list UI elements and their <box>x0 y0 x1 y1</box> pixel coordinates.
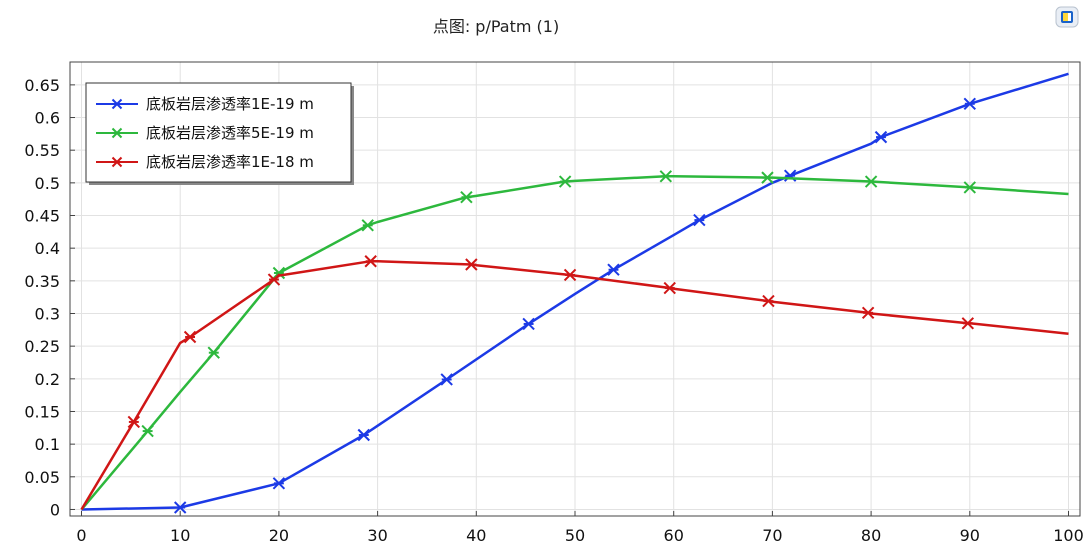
y-tick-label: 0.4 <box>35 239 60 258</box>
legend-item-3: 底板岩层渗透率1E-18 m <box>96 153 314 171</box>
y-tick-label: 0.35 <box>24 272 60 291</box>
data-point <box>607 263 620 276</box>
data-point <box>693 213 706 227</box>
data-point <box>207 346 220 359</box>
series-line <box>81 72 1069 511</box>
data-point <box>127 415 141 429</box>
y-tick-label: 0.25 <box>24 337 60 356</box>
data-point <box>272 266 286 280</box>
legend: 底板岩层渗透率1E-19 m 底板岩层渗透率5E-19 m 底板岩层渗透率1E-18… <box>85 82 354 185</box>
x-tick-label: 90 <box>960 526 980 545</box>
series-3 <box>80 255 1069 511</box>
x-tick-label: 40 <box>466 526 486 545</box>
data-point <box>460 191 473 204</box>
legend-label: 底板岩层渗透率1E-19 m <box>146 95 314 113</box>
data-point <box>963 181 977 194</box>
x-tick-label: 70 <box>762 526 782 545</box>
y-tick-label: 0.05 <box>24 468 60 487</box>
series-2 <box>80 170 1069 511</box>
data-point <box>864 175 878 188</box>
series-1 <box>81 72 1069 514</box>
y-tick-label: 0.55 <box>24 141 60 160</box>
legend-item-2: 底板岩层渗透率5E-19 m <box>96 124 314 142</box>
y-tick-label: 0.3 <box>35 304 60 323</box>
data-point <box>364 255 377 268</box>
data-point <box>361 219 374 232</box>
data-point <box>141 424 154 438</box>
data-point <box>267 273 281 286</box>
data-point <box>558 175 572 188</box>
data-point <box>465 258 478 271</box>
x-tick-label: 50 <box>565 526 585 545</box>
data-point <box>173 501 187 514</box>
legend-item-1: 底板岩层渗透率1E-19 m <box>96 95 314 113</box>
y-tick-label: 0.6 <box>35 109 60 128</box>
y-tick-label: 0.2 <box>35 370 60 389</box>
y-tick-label: 0.65 <box>24 76 60 95</box>
data-point <box>762 294 775 308</box>
x-tick-label: 20 <box>269 526 289 545</box>
data-point <box>761 171 774 184</box>
data-point <box>663 281 676 295</box>
legend-swatch-marker <box>111 156 123 168</box>
data-point <box>963 97 977 111</box>
series-layer <box>80 72 1069 514</box>
x-tick-label: 10 <box>170 526 190 545</box>
data-point <box>357 428 370 442</box>
data-point <box>874 130 888 144</box>
y-tick-label: 0 <box>50 500 60 519</box>
data-point <box>183 330 197 344</box>
series-line <box>80 175 1069 511</box>
y-tick-label: 0.5 <box>35 174 60 193</box>
data-point <box>563 268 577 282</box>
chart-title: 点图: p/Patm (1) <box>433 17 559 36</box>
x-tick-label: 80 <box>861 526 881 545</box>
data-point <box>659 170 673 183</box>
data-point <box>861 306 875 320</box>
y-tick-label: 0.45 <box>24 207 60 226</box>
x-tick-label: 30 <box>367 526 387 545</box>
y-tick-label: 0.15 <box>24 402 60 421</box>
x-tick-label: 100 <box>1053 526 1084 545</box>
plot-window-icon[interactable] <box>1055 6 1079 28</box>
x-tick-label: 0 <box>76 526 86 545</box>
data-point <box>440 373 453 386</box>
y-tick-label: 0.1 <box>35 435 60 454</box>
data-point <box>961 317 975 330</box>
x-tick-label: 60 <box>664 526 684 545</box>
legend-swatch-marker <box>111 127 123 139</box>
legend-swatch-marker <box>111 98 123 110</box>
data-point <box>272 477 286 490</box>
legend-label: 底板岩层渗透率5E-19 m <box>146 124 314 142</box>
axes: 0 10 20 30 40 50 60 70 80 90 100 0 0.05 0.1 0.15 0.2 0.2… <box>24 61 1084 545</box>
legend-label: 底板岩层渗透率1E-18 m <box>146 153 314 171</box>
data-point <box>522 317 535 331</box>
